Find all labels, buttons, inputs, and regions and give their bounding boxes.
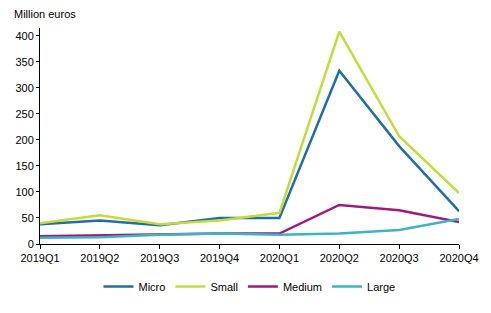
svg-text:2019Q3: 2019Q3 [140, 252, 179, 264]
svg-text:100: 100 [15, 186, 33, 198]
svg-text:Million euros: Million euros [14, 8, 76, 20]
svg-text:Micro: Micro [139, 281, 166, 293]
svg-text:150: 150 [15, 160, 33, 172]
svg-text:350: 350 [15, 56, 33, 68]
svg-text:2019Q4: 2019Q4 [200, 252, 239, 264]
svg-text:400: 400 [15, 30, 33, 42]
svg-text:2019Q1: 2019Q1 [20, 252, 59, 264]
svg-text:200: 200 [15, 134, 33, 146]
svg-text:50: 50 [22, 212, 34, 224]
svg-text:Small: Small [210, 281, 238, 293]
svg-text:2020Q2: 2020Q2 [320, 252, 359, 264]
svg-text:2019Q2: 2019Q2 [80, 252, 119, 264]
svg-text:Medium: Medium [283, 281, 322, 293]
svg-text:2020Q1: 2020Q1 [260, 252, 299, 264]
svg-text:Large: Large [367, 281, 395, 293]
svg-text:0: 0 [28, 238, 34, 250]
svg-text:250: 250 [15, 108, 33, 120]
svg-text:2020Q4: 2020Q4 [439, 252, 478, 264]
svg-text:300: 300 [15, 82, 33, 94]
svg-text:2020Q3: 2020Q3 [380, 252, 419, 264]
